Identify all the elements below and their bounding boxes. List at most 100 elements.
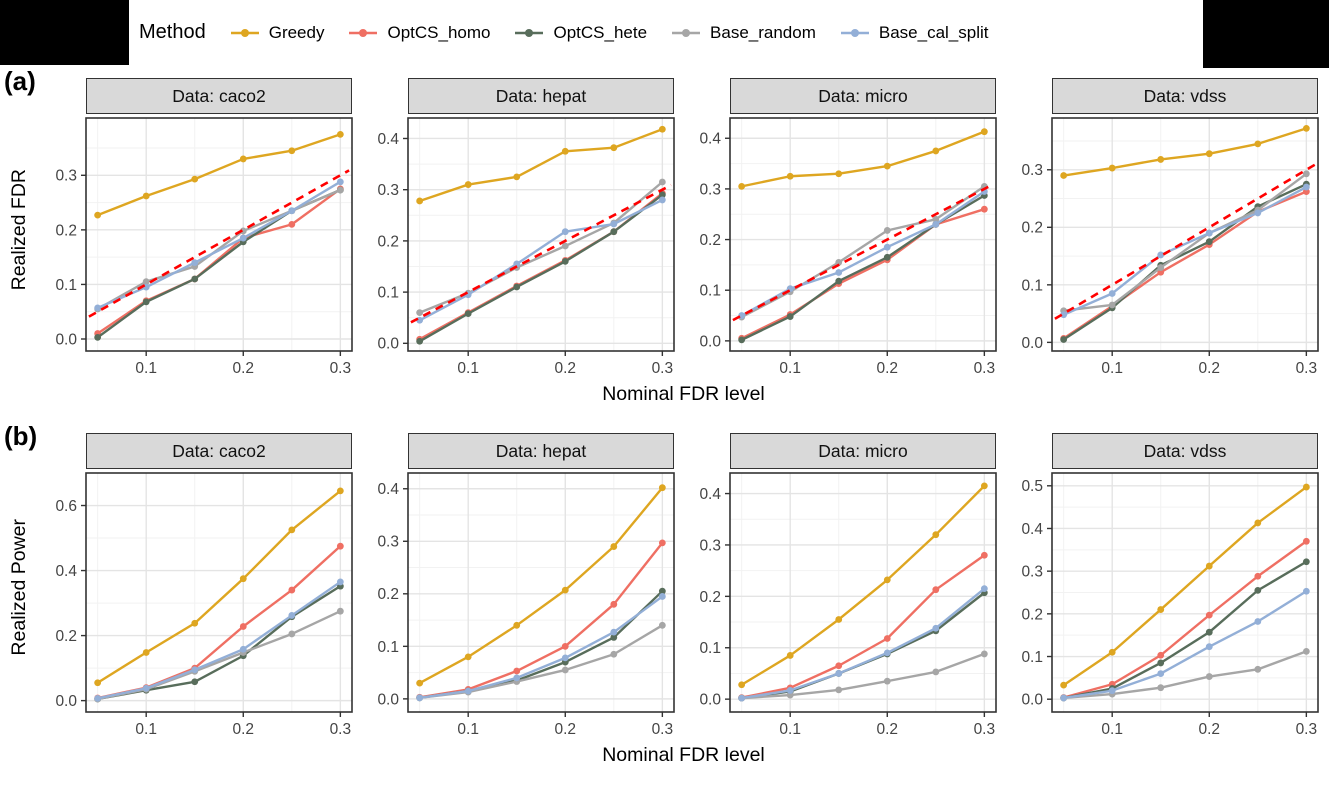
facet-title: Data: hepat xyxy=(408,78,674,114)
series-line-base_cal_split xyxy=(1062,185,1308,316)
panel-label-a: (a) xyxy=(4,66,36,96)
facet-plot: 0.0 0.2 0.4 0.6 0.1 0.2 0.3 xyxy=(55,472,353,738)
x-tick-label: 0.1 xyxy=(457,360,479,377)
legend-key-icon xyxy=(230,28,259,37)
y-tick-label: 0.4 xyxy=(377,131,399,148)
x-tick-label: 0.3 xyxy=(652,360,674,377)
y-tick-label: 0.2 xyxy=(377,233,399,250)
series-line-base_random xyxy=(740,185,986,319)
x-tick-label: 0.2 xyxy=(876,721,898,738)
realized-power-section: (b) Realized Power Data: caco2 0.0 0.2 0.4 0… xyxy=(0,421,1329,770)
facet-plot: 0.0 0.1 0.2 0.3 0.4 0.1 0.2 0.3 xyxy=(699,117,997,377)
facet: Data: vdss 0.0 0.1 0.2 0.3 0.4 0.5 0.1 0.2 0.3 xyxy=(1004,433,1326,742)
y-tick-label: 0.1 xyxy=(699,640,721,657)
series-line-base_random xyxy=(418,180,664,314)
legend-item-label: OptCS_hete xyxy=(553,22,648,42)
y-tick-label: 0.4 xyxy=(55,563,77,580)
series-line-optcs_homo xyxy=(740,554,986,699)
x-tick-label: 0.1 xyxy=(1101,721,1123,738)
series-line-optcs_homo xyxy=(96,187,342,335)
series-line-greedy xyxy=(740,484,986,686)
y-tick-label: 0.0 xyxy=(1021,335,1043,352)
legend-item-label: OptCS_homo xyxy=(387,22,491,42)
facet-title: Data: vdss xyxy=(1052,433,1318,469)
x-tick-label: 0.1 xyxy=(135,360,157,377)
x-tick-label: 0.3 xyxy=(330,721,352,738)
series-line-greedy xyxy=(96,133,342,217)
facet-title: Data: vdss xyxy=(1052,78,1318,114)
y-tick-label: 0.1 xyxy=(55,277,77,294)
y-tick-label: 0.3 xyxy=(1021,564,1043,581)
y-tick-label: 0.2 xyxy=(1021,606,1043,623)
series-line-greedy xyxy=(418,486,664,685)
legend-key-icon xyxy=(349,28,378,37)
x-tick-label: 0.2 xyxy=(232,360,254,377)
series-line-base_random xyxy=(740,652,986,700)
x-tick-label: 0.2 xyxy=(554,721,576,738)
redaction-box-left xyxy=(0,0,129,65)
y-tick-label: 0.1 xyxy=(1021,277,1043,294)
x-tick-label: 0.2 xyxy=(554,360,576,377)
x-axis-title-b: Nominal FDR level xyxy=(602,744,765,766)
method-legend: Method Greedy OptCS_homo OptCS_hete Base_ra… xyxy=(129,0,989,65)
series-line-optcs_homo xyxy=(418,541,664,699)
legend-item-base_random: Base_random xyxy=(671,23,816,43)
redaction-box-right xyxy=(1203,0,1329,68)
x-tick-label: 0.3 xyxy=(1296,360,1318,377)
y-tick-label: 0.1 xyxy=(377,639,399,656)
x-tick-label: 0.1 xyxy=(779,360,801,377)
facet-title: Data: micro xyxy=(730,78,996,114)
y-axis-title-realized-power: Realized Power xyxy=(7,519,30,656)
facet-title: Data: hepat xyxy=(408,433,674,469)
y-tick-label: 0.3 xyxy=(55,168,77,185)
legend-item-greedy: Greedy xyxy=(230,23,324,43)
series-line-greedy xyxy=(96,489,342,684)
y-tick-label: 0.1 xyxy=(377,285,399,302)
reference-line-y-equals-x xyxy=(1054,163,1316,320)
series-line-greedy xyxy=(740,130,986,188)
series-line-greedy xyxy=(418,128,664,203)
facet-row-realized-power: Data: caco2 0.0 0.2 0.4 0.6 0.1 0.2 0.3 Data: he… xyxy=(38,433,1329,742)
y-tick-label: 0.3 xyxy=(699,537,721,554)
y-tick-label: 0.2 xyxy=(1021,220,1043,237)
legend-item-optcs_hete: OptCS_hete xyxy=(514,23,647,43)
legend-key-icon xyxy=(672,28,701,37)
y-tick-label: 0.5 xyxy=(1021,478,1043,495)
y-tick-label: 0.3 xyxy=(377,182,399,199)
series-line-base_random xyxy=(1062,172,1308,312)
facet-title: Data: caco2 xyxy=(86,78,352,114)
x-tick-label: 0.3 xyxy=(652,721,674,738)
y-tick-label: 0.1 xyxy=(699,283,721,300)
facet: Data: caco2 0.0 0.2 0.4 0.6 0.1 0.2 0.3 xyxy=(38,433,360,742)
x-tick-label: 0.1 xyxy=(457,721,479,738)
y-tick-label: 0.1 xyxy=(1021,649,1043,666)
y-tick-label: 0.0 xyxy=(699,333,721,350)
reference-line-y-equals-x xyxy=(732,183,994,322)
y-tick-label: 0.0 xyxy=(55,331,77,348)
series-line-optcs_hete xyxy=(418,193,664,343)
facet-title: Data: micro xyxy=(730,433,996,469)
series-line-base_cal_split xyxy=(1062,590,1308,700)
y-tick-label: 0.2 xyxy=(55,628,77,645)
x-tick-label: 0.2 xyxy=(876,360,898,377)
series-line-optcs_homo xyxy=(740,207,986,340)
y-tick-label: 0.2 xyxy=(377,586,399,603)
series-line-greedy xyxy=(1062,127,1308,177)
legend-item-label: Base_cal_split xyxy=(878,22,989,42)
series-line-base_cal_split xyxy=(418,595,664,700)
facet-plot: 0.0 0.1 0.2 0.3 0.1 0.2 0.3 xyxy=(55,117,353,377)
x-tick-label: 0.2 xyxy=(1198,360,1220,377)
x-tick-label: 0.3 xyxy=(330,360,352,377)
facet-plot: 0.0 0.1 0.2 0.3 0.4 0.5 0.1 0.2 0.3 xyxy=(1021,472,1319,738)
y-tick-label: 0.4 xyxy=(699,486,721,503)
y-tick-label: 0.2 xyxy=(699,589,721,606)
y-tick-label: 0.4 xyxy=(377,481,399,498)
series-line-optcs_hete xyxy=(1062,560,1308,700)
series-line-base_cal_split xyxy=(96,580,342,700)
legend-item-base_cal_split: Base_cal_split xyxy=(840,23,989,43)
series-line-base_random xyxy=(1062,650,1308,700)
legend-item-label: Base_random xyxy=(710,22,816,42)
legend-key-icon xyxy=(840,28,869,37)
series-line-greedy xyxy=(1062,485,1308,687)
y-tick-label: 0.0 xyxy=(377,691,399,708)
